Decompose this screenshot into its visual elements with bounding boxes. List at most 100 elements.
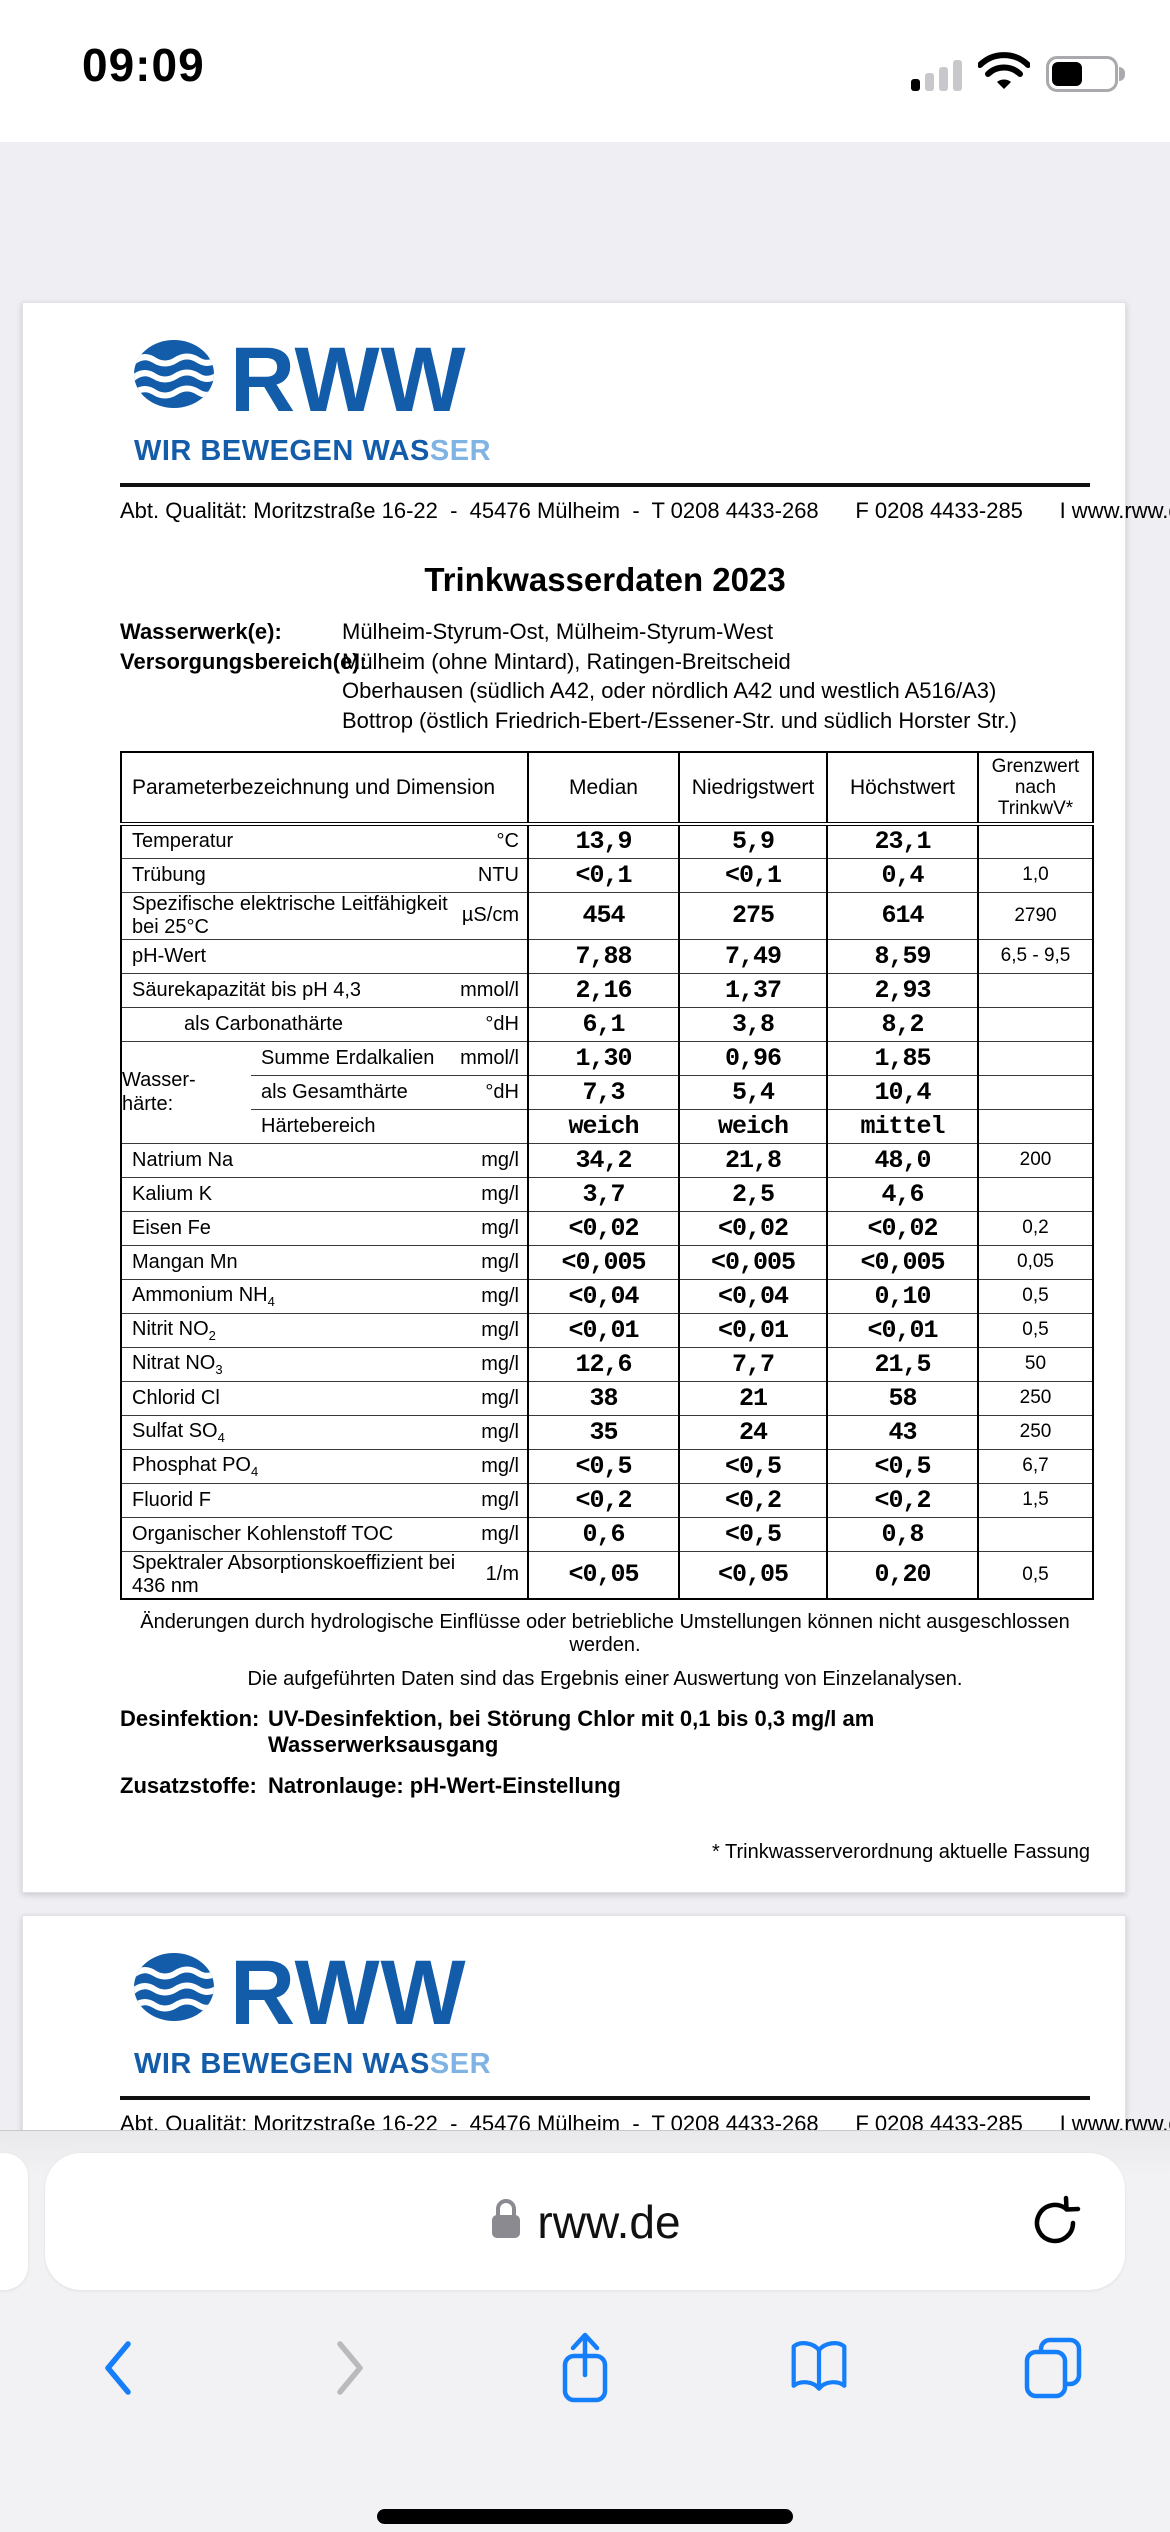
value-median: <0,04 (528, 1278, 680, 1313)
value-median: 38 (528, 1380, 680, 1415)
home-indicator[interactable] (377, 2509, 793, 2524)
value-high: 0,10 (827, 1278, 979, 1313)
table-row: pH-Wert 7,88 7,49 8,59 6,5 - 9,5 (121, 938, 1093, 973)
back-button[interactable] (87, 2328, 147, 2408)
table-header-row: Parameterbezeichnung und Dimension Media… (121, 752, 1093, 826)
value-high: <0,01 (827, 1312, 979, 1347)
additives-label: Zusatzstoffe: (120, 1772, 257, 1798)
value-median: 454 (528, 891, 680, 939)
parameter-cell: Organischer Kohlenstoff TOC mg/l (121, 1516, 529, 1551)
table-row: Sulfat SO4 mg/l 35 24 43 250 (121, 1414, 1093, 1449)
parameter-cell: Spezifische elektrische Leitfähigkeit be… (121, 891, 529, 939)
value-low: <0,5 (679, 1448, 828, 1483)
row-group-label: Wasser- härte: (121, 1040, 251, 1143)
value-median: <0,5 (528, 1448, 680, 1483)
parameter-cell: Sulfat SO4 mg/l (121, 1414, 529, 1449)
tabs-button[interactable] (1023, 2328, 1083, 2408)
parameter-cell: Nitrat NO3 mg/l (121, 1346, 529, 1381)
value-low: <0,1 (679, 857, 828, 892)
additives-text: Natronlauge: pH-Wert-Einstellung (268, 1772, 621, 1798)
adjacent-tab-sliver[interactable] (0, 2153, 28, 2290)
table-row: Trübung NTU <0,1 <0,1 0,4 1,0 (121, 857, 1093, 892)
value-high: 2,93 (827, 972, 979, 1007)
value-limit: 6,7 (978, 1448, 1093, 1483)
value-low: <0,01 (679, 1312, 828, 1347)
value-high: 1,85 (827, 1040, 979, 1075)
forward-button[interactable] (321, 2328, 381, 2408)
pdf-page-2: RWW WIR BEWEGEN WASSER Abt. Qualität: Mo… (22, 1915, 1170, 2130)
value-high: 0,4 (827, 857, 979, 892)
value-high: 23,1 (827, 824, 979, 858)
rww-letterhead-page2: RWW (132, 1947, 1090, 2039)
table-row: Eisen Fe mg/l <0,02 <0,02 <0,02 0,2 (121, 1210, 1093, 1245)
rww-letterhead: RWW (132, 329, 1090, 431)
value-median: 2,16 (528, 972, 680, 1007)
table-row: Spezifische elektrische Leitfähigkeit be… (121, 891, 1093, 939)
value-low: <0,04 (679, 1278, 828, 1313)
value-limit (978, 1006, 1093, 1041)
table-row: Spektraler Absorptionskoeffizient bei 43… (121, 1550, 1093, 1599)
url-text: rww.de (537, 2195, 681, 2248)
value-median: <0,02 (528, 1210, 680, 1245)
tagline-light: SER (429, 435, 492, 467)
rww-logo-mark-icon (132, 338, 218, 415)
cellular-signal-icon (911, 57, 962, 91)
waterworks-value: Mülheim-Styrum-Ost, Mülheim-Styrum-West (342, 619, 774, 644)
value-high: 58 (827, 1380, 979, 1415)
parameter-cell: als Carbonathärte °dH (121, 1006, 529, 1041)
value-limit: 0,5 (978, 1312, 1093, 1347)
url-bar[interactable]: rww.de (45, 2153, 1125, 2290)
parameter-cell: pH-Wert (121, 938, 529, 973)
value-low: 7,7 (679, 1346, 828, 1381)
disinfection-label: Desinfektion: (120, 1705, 260, 1731)
waterworks-label: Wasserwerk(e): (120, 619, 282, 644)
document-title: Trinkwasserdaten 2023 (424, 561, 786, 598)
note-analyses: Die aufgeführten Daten sind das Ergebnis… (247, 1667, 963, 1690)
status-bar: 09:09 (0, 0, 1170, 142)
value-limit: 0,5 (978, 1278, 1093, 1313)
reload-button[interactable] (1023, 2191, 1087, 2255)
parameter-cell: Phosphat PO4 mg/l (121, 1448, 529, 1483)
supply-area-label: Versorgungsbereich(e): (120, 648, 367, 674)
parameter-cell: Härtebereich (251, 1108, 529, 1143)
value-high: 4,6 (827, 1176, 979, 1211)
value-high: 43 (827, 1414, 979, 1449)
letterhead-address: Abt. Qualität: Moritzstraße 16-22 - 4547… (120, 498, 1170, 523)
water-quality-table: Parameterbezeichnung und Dimension Media… (120, 751, 1094, 1600)
value-low: weich (679, 1108, 828, 1143)
parameter-cell: Temperatur °C (121, 824, 529, 858)
share-button[interactable] (555, 2328, 615, 2408)
letterhead-rule (120, 483, 1090, 487)
table-row: Natrium Na mg/l 34,2 21,8 48,0 200 (121, 1142, 1093, 1177)
rww-logo-text: RWW (230, 329, 467, 431)
value-low: <0,02 (679, 1210, 828, 1245)
status-time: 09:09 (82, 39, 205, 91)
parameter-cell: Natrium Na mg/l (121, 1142, 529, 1177)
value-limit: 1,5 (978, 1482, 1093, 1517)
pdf-viewer[interactable]: RWW WIR BEWEGEN WASSER Abt. Qualität: Mo… (0, 142, 1170, 2130)
value-low: <0,005 (679, 1244, 828, 1279)
value-low: 21 (679, 1380, 828, 1415)
supply-area-line-2: Oberhausen (südlich A42, oder nördlich A… (342, 678, 997, 703)
col-header-high: Höchstwert (827, 752, 979, 826)
table-row: Wasser- härte: Summe Erdalkalien mmol/l 1,3… (121, 1040, 1093, 1143)
value-limit (978, 1074, 1093, 1109)
value-high: <0,005 (827, 1244, 979, 1279)
col-header-limit: Grenzwert nach TrinkwV* (978, 752, 1093, 826)
value-high: <0,2 (827, 1482, 979, 1517)
note-hydrological: Änderungen durch hydrologische Einflüsse… (140, 1610, 1070, 1656)
additives-row: Zusatzstoffe: Natronlauge: pH-Wert-Einst… (120, 1773, 1090, 1799)
value-low: 5,9 (679, 824, 828, 858)
bookmarks-button[interactable] (789, 2328, 849, 2408)
value-low: 275 (679, 891, 828, 939)
value-limit (978, 1516, 1093, 1551)
value-limit: 0,2 (978, 1210, 1093, 1245)
value-limit: 0,05 (978, 1244, 1093, 1279)
value-median: <0,2 (528, 1482, 680, 1517)
value-high: 8,59 (827, 938, 979, 973)
value-limit: 250 (978, 1414, 1093, 1449)
rww-tagline: WIR BEWEGEN WASSER (134, 2048, 1090, 2081)
value-limit: 6,5 - 9,5 (978, 938, 1093, 973)
value-median: 35 (528, 1414, 680, 1449)
